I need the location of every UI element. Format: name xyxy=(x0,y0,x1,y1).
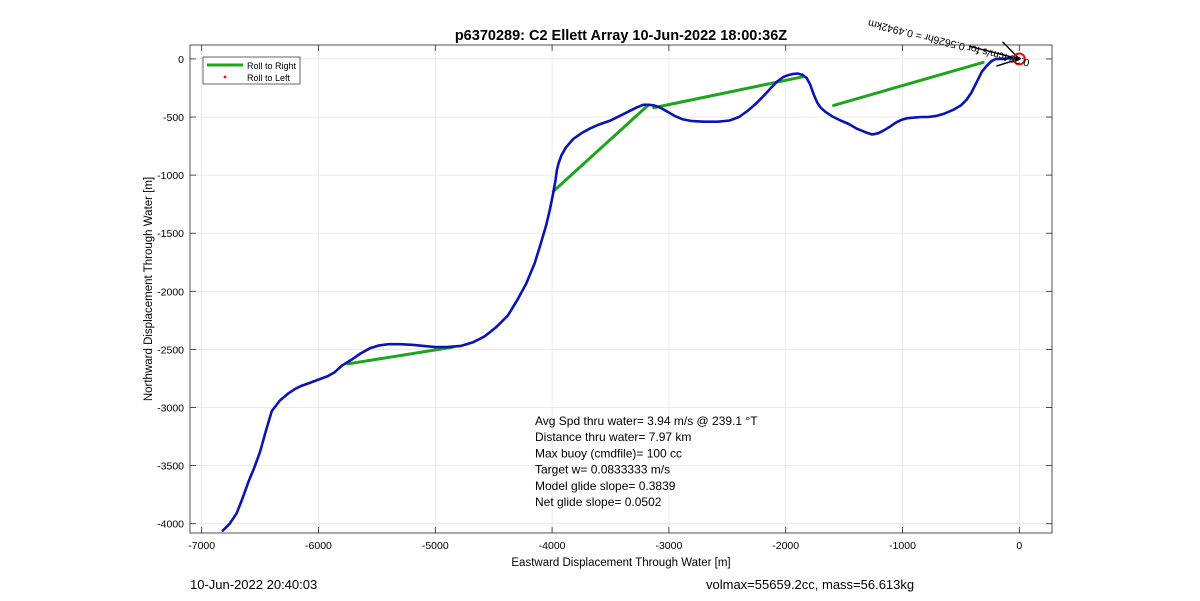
legend-swatch-roll-left xyxy=(223,75,227,79)
roll-right-segment xyxy=(551,103,650,193)
stats-line: Net glide slope= 0.0502 xyxy=(535,495,662,509)
x-axis-label: Eastward Displacement Through Water [m] xyxy=(511,557,730,569)
x-tick-label: -1000 xyxy=(889,540,916,552)
x-tick-label: -5000 xyxy=(422,540,449,552)
y-tick-label: -3000 xyxy=(157,403,184,415)
current-arrow-head xyxy=(996,58,1020,67)
y-tick-label: -1000 xyxy=(157,170,184,182)
x-tick-label: -3000 xyxy=(655,540,682,552)
y-tick-label: -2500 xyxy=(157,344,184,356)
y-tick-label: -2000 xyxy=(157,286,184,298)
stats-line: Model glide slope= 0.3839 xyxy=(535,479,676,493)
x-tick-label: -4000 xyxy=(539,540,566,552)
stats-line: Distance thru water= 7.97 km xyxy=(535,430,691,444)
x-tick-label: -6000 xyxy=(305,540,332,552)
footer-volmax-mass: volmax=55659.2cc, mass=56.613kg xyxy=(706,577,915,592)
x-tick-label: 0 xyxy=(1016,540,1022,552)
legend-label-roll-right: Roll to Right xyxy=(247,61,297,71)
stats-line: Avg Spd thru water= 3.94 m/s @ 239.1 °T xyxy=(535,414,758,428)
x-tick-label: -2000 xyxy=(772,540,799,552)
x-tick-label: -7000 xyxy=(188,540,215,552)
y-tick-label: -3500 xyxy=(157,461,184,473)
chart-title: p6370289: C2 Ellett Array 10-Jun-2022 18… xyxy=(455,28,787,44)
plot-frame xyxy=(189,44,1053,534)
footer-timestamp: 10-Jun-2022 20:40:03 xyxy=(190,577,318,592)
legend-label-roll-left: Roll to Left xyxy=(247,73,291,83)
current-arrow-shaft xyxy=(968,45,1020,60)
y-tick-label: -1500 xyxy=(157,228,184,240)
axis-ticks: -7000 -6000 -5000 -4000 -3000 -2000 -1000 0 0 -50… xyxy=(157,45,1052,552)
roll-right-segment xyxy=(832,60,985,107)
roll-right-segment xyxy=(346,345,455,366)
y-axis-label: Northward Displacement Through Water [m] xyxy=(143,177,155,401)
end-position-marker xyxy=(1012,52,1026,66)
legend: Roll to Right Roll to Left xyxy=(202,56,301,85)
stats-line: Target w= 0.0833333 m/s xyxy=(535,463,670,477)
y-tick-label: 0 xyxy=(178,54,184,66)
track-line xyxy=(221,56,1021,533)
legend-box xyxy=(202,56,301,85)
stats-line: Max buoy (cmdfile)= 100 cc xyxy=(535,446,682,460)
y-tick-label: -500 xyxy=(163,112,184,124)
plot-area xyxy=(190,45,1052,533)
y-tick-label: -4000 xyxy=(157,519,184,531)
series-layer xyxy=(221,56,1021,533)
